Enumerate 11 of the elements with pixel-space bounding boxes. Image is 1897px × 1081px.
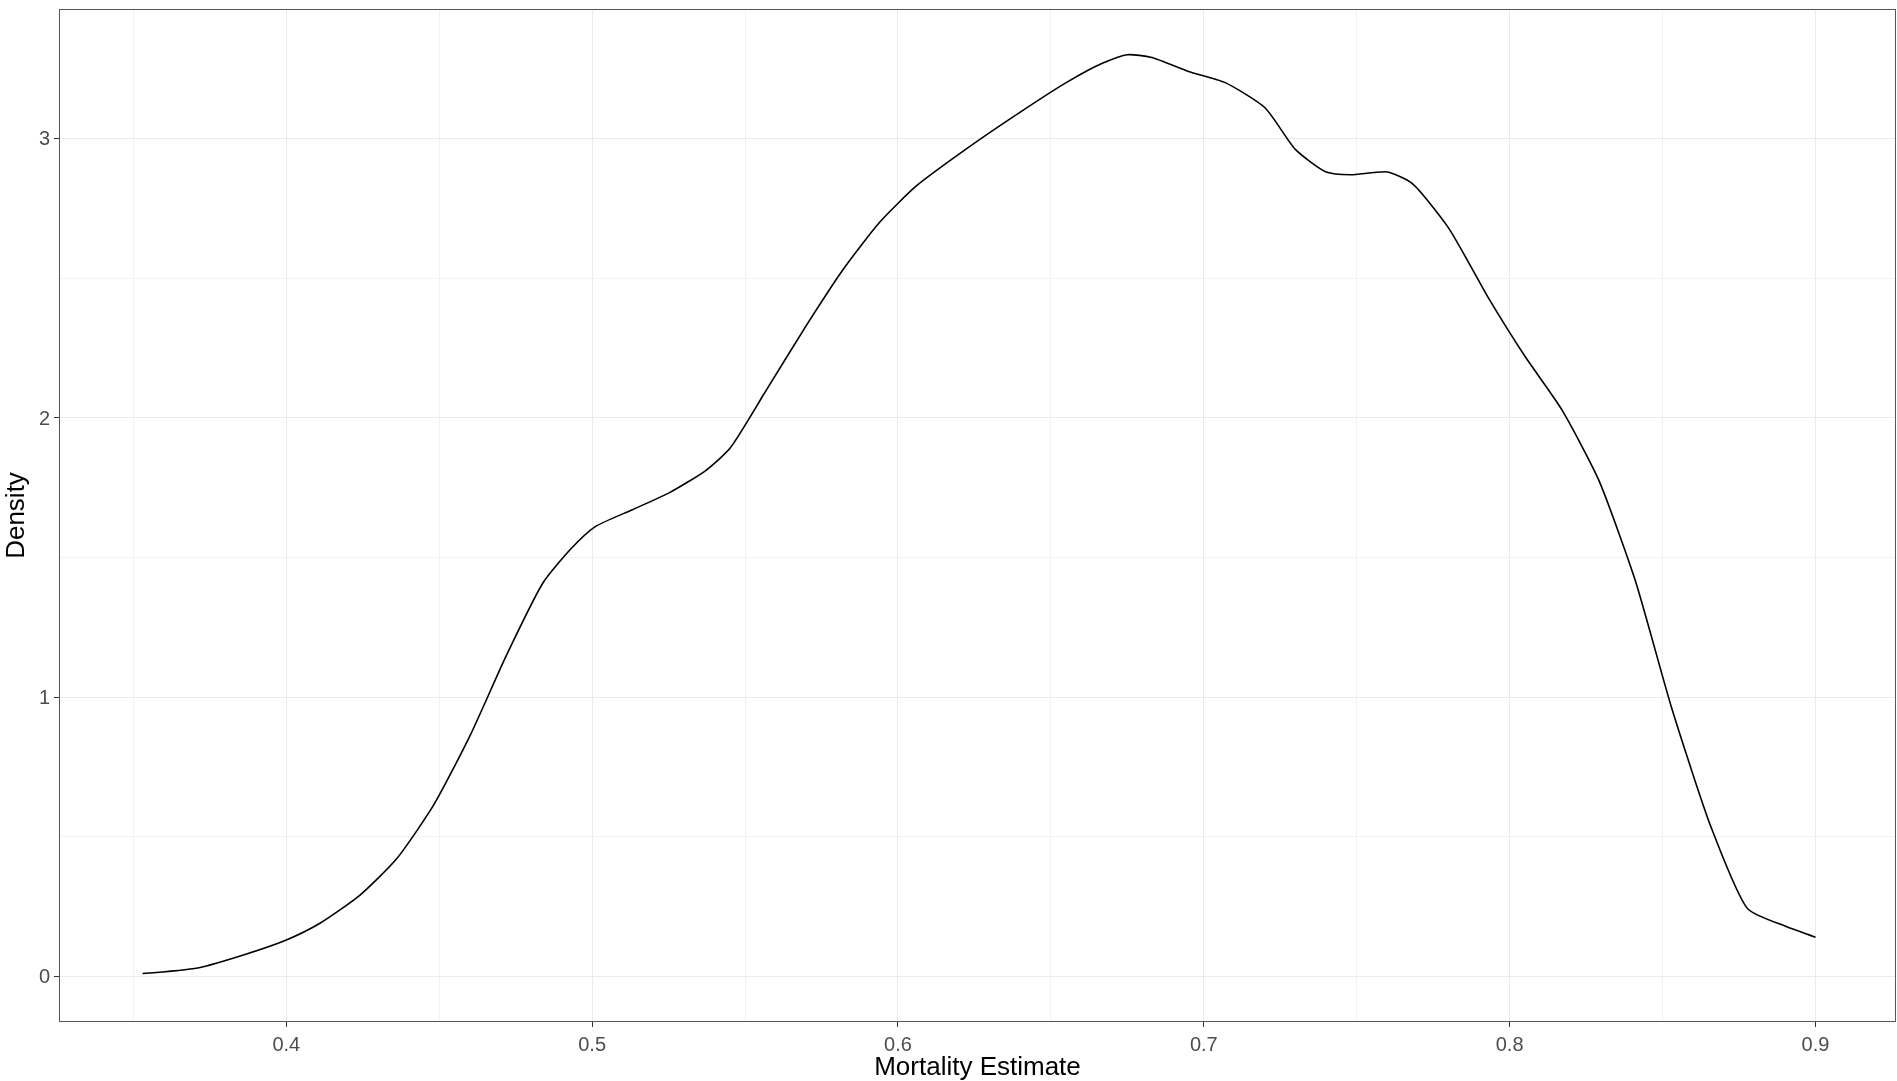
- x-tick-label: 0.8: [1495, 1033, 1524, 1055]
- line-series: [141, 53, 1817, 975]
- y-tick-label: 2: [38, 406, 50, 429]
- y-tick-label: 0: [38, 965, 50, 988]
- y-tick-label: 3: [38, 127, 50, 150]
- x-tick-label: 0.7: [1189, 1033, 1218, 1055]
- x-tick-label: 0.4: [272, 1033, 301, 1055]
- x-tick-label: 0.9: [1801, 1033, 1830, 1055]
- x-tick-label: 0.5: [578, 1033, 607, 1055]
- y-axis-title: Density: [0, 472, 31, 559]
- y-tick-label: 1: [38, 686, 50, 709]
